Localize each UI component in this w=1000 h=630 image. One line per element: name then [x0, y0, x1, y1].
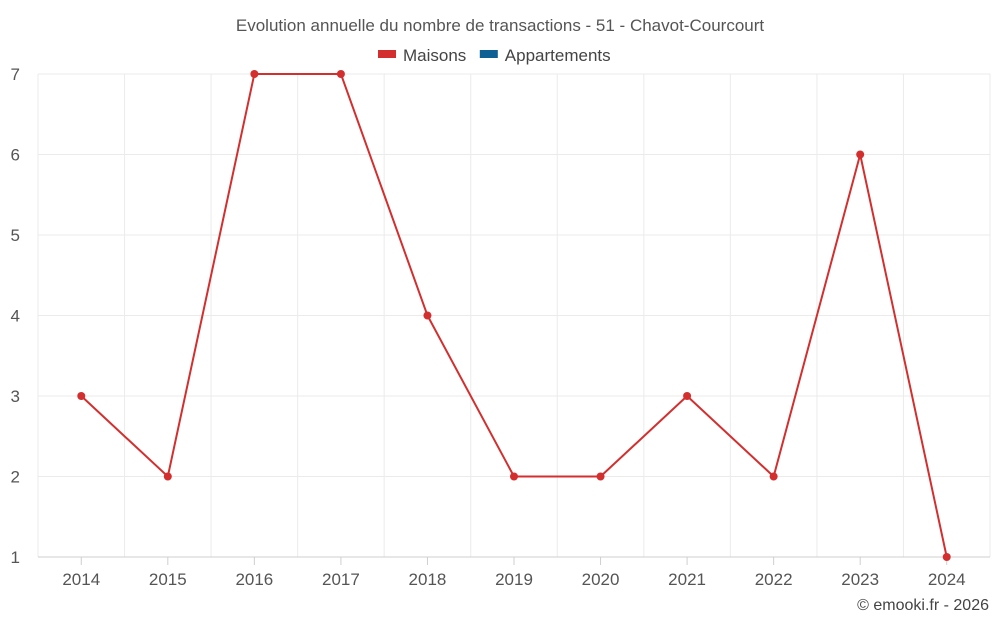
- data-point[interactable]: [336, 70, 345, 78]
- y-tick-label: 7: [11, 65, 20, 84]
- y-tick-label: 5: [11, 226, 20, 245]
- data-point[interactable]: [510, 472, 518, 481]
- data-point[interactable]: [942, 553, 951, 561]
- x-tick-label: 2014: [62, 570, 100, 589]
- data-point[interactable]: [769, 472, 778, 481]
- x-tick-label: 2015: [149, 570, 187, 589]
- y-tick-label: 4: [11, 307, 20, 326]
- data-point[interactable]: [163, 472, 172, 481]
- data-point[interactable]: [856, 150, 865, 159]
- axes: 1 2 3 4 5 6 7 2014 2015 2016 2017 2018 2019 2020 2021 2…: [11, 65, 990, 589]
- y-tick-label: 3: [11, 387, 20, 406]
- x-tick-label: 2017: [322, 570, 360, 589]
- series-layer: [77, 70, 951, 561]
- data-point[interactable]: [683, 392, 692, 400]
- grid: [37, 73, 991, 557]
- data-point[interactable]: [77, 392, 86, 400]
- y-tick-label: 1: [11, 548, 20, 567]
- y-tick-label: 6: [11, 146, 20, 165]
- x-tick-label: 2020: [582, 570, 620, 589]
- chart-title: Evolution annuelle du nombre de transact…: [236, 16, 765, 35]
- legend: Maisons Appartements: [378, 46, 611, 65]
- data-point[interactable]: [423, 311, 432, 320]
- legend-label[interactable]: Appartements: [505, 46, 611, 65]
- legend-label[interactable]: Maisons: [403, 46, 466, 65]
- credit-text: © emooki.fr - 2026: [857, 597, 989, 614]
- x-tick-label: 2021: [668, 570, 706, 589]
- legend-swatch[interactable]: [479, 50, 498, 58]
- data-point[interactable]: [250, 70, 259, 78]
- x-tick-label: 2024: [928, 570, 966, 589]
- x-tick-label: 2019: [495, 570, 533, 589]
- legend-swatch[interactable]: [378, 50, 396, 58]
- y-tick-label: 2: [11, 468, 20, 487]
- x-tick-label: 2023: [841, 570, 879, 589]
- x-tick-label: 2016: [235, 570, 273, 589]
- x-tick-label: 2018: [409, 570, 447, 589]
- x-tick-label: 2022: [755, 570, 793, 589]
- data-point[interactable]: [596, 472, 605, 481]
